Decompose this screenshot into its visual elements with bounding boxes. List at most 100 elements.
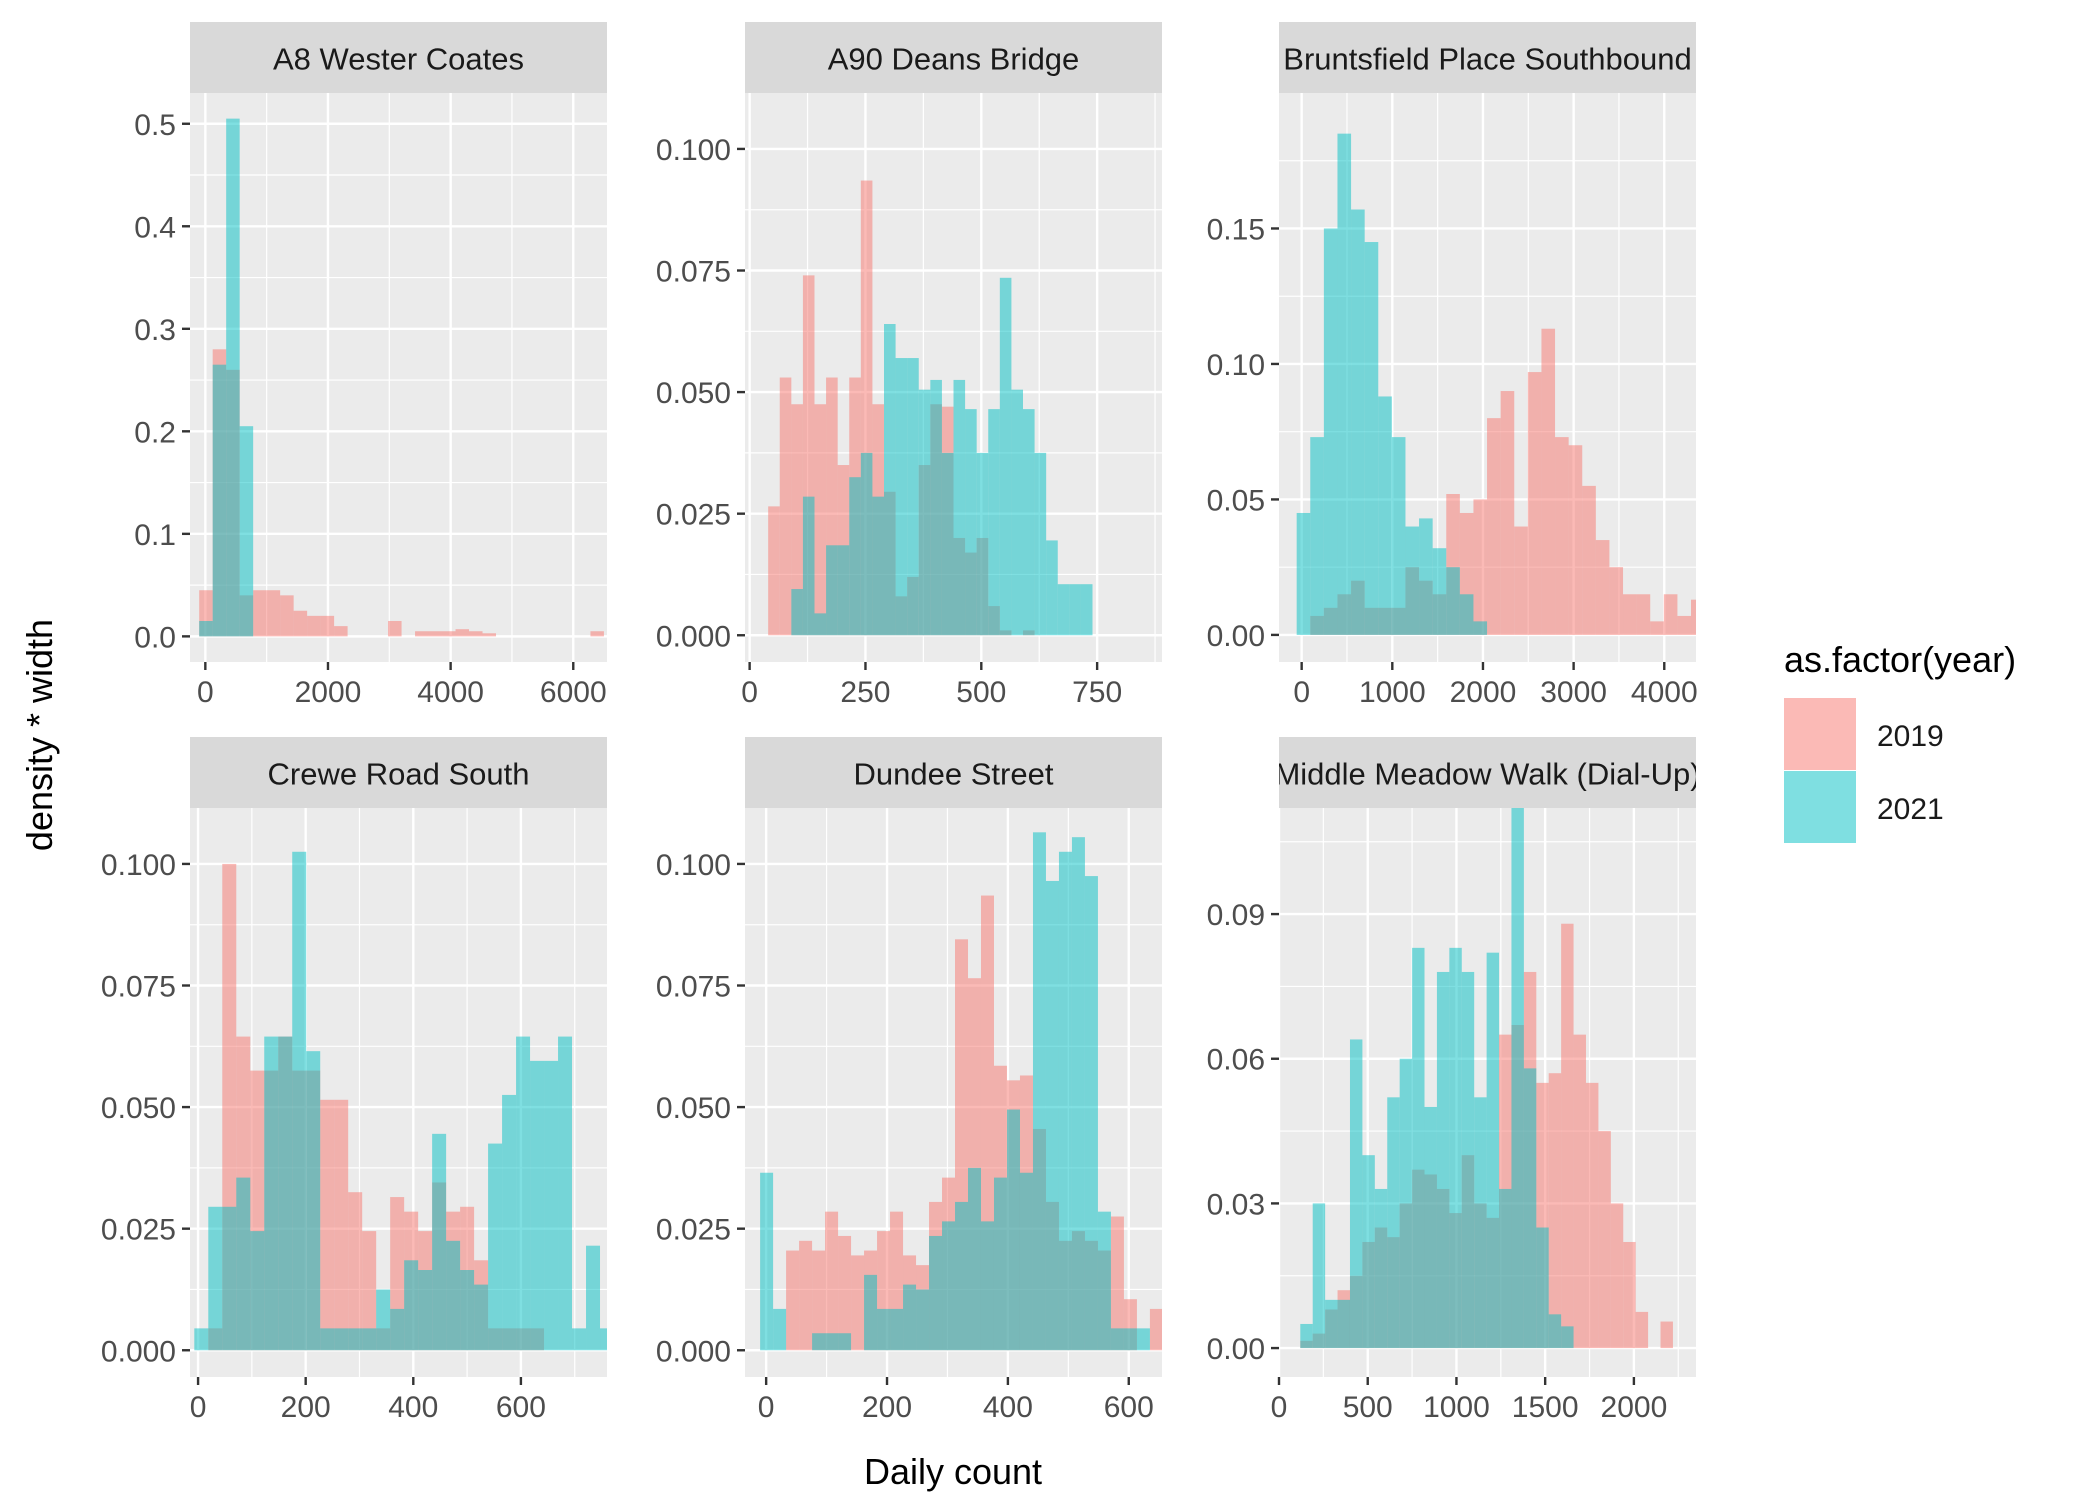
bar-2019-27 <box>1623 1241 1636 1349</box>
bar-2021-21 <box>1019 1172 1033 1351</box>
x-tick-label: 2000 <box>1450 676 1517 709</box>
facet-strip <box>1279 737 1696 808</box>
y-tick-label: 0.100 <box>656 134 731 167</box>
bar-2021-3 <box>226 118 240 637</box>
x-tick-label: 4000 <box>1631 676 1698 709</box>
bar-2021-1 <box>1296 512 1311 635</box>
facet-strip <box>745 737 1162 808</box>
bar-2021-13 <box>362 1328 377 1351</box>
bar-2021-2 <box>1310 437 1324 635</box>
bar-2019-13 <box>362 1231 377 1351</box>
series-2021 <box>199 118 254 637</box>
bar-2019-10 <box>320 615 335 637</box>
bar-2021-5 <box>1349 1039 1363 1349</box>
bar-2021-26 <box>1057 584 1070 636</box>
bar-2021-18 <box>432 1133 447 1351</box>
bar-2021-14 <box>929 1235 943 1351</box>
x-tick-label: 0 <box>758 1391 775 1424</box>
bar-2021-20 <box>460 1270 475 1351</box>
facet-strip <box>190 737 607 808</box>
x-tick-label: 0 <box>190 1391 207 1424</box>
bar-2021-9 <box>860 452 873 636</box>
bar-2019-6 <box>266 590 281 637</box>
bar-2021-24 <box>1034 452 1047 636</box>
bar-2019-12 <box>348 1192 363 1351</box>
axes: 0 500 1000 1500 2000 0.00 0.03 0.06 0.09 <box>1207 899 1668 1424</box>
facet-title: A90 Deans Bridge <box>828 42 1080 77</box>
series-2021 <box>1300 808 1574 1349</box>
bar-2019-17 <box>415 631 429 637</box>
bar-2021-10 <box>1419 518 1433 635</box>
panel-background <box>190 93 607 662</box>
bar-2019-11 <box>334 1099 349 1351</box>
bar-2019-9 <box>860 180 873 636</box>
bar-2021-6 <box>1364 242 1379 635</box>
bar-2021-19 <box>446 1240 461 1351</box>
bar-2019-26 <box>1636 594 1651 635</box>
bar-2021-1 <box>1300 1323 1313 1349</box>
bar-2021-12 <box>348 1328 363 1351</box>
bar-2021-5 <box>812 1333 826 1351</box>
axes: 0 1000 2000 3000 4000 0.00 0.05 0.10 0.15 <box>1207 213 1698 709</box>
x-tick-label: 0 <box>197 676 214 709</box>
bar-2021-9 <box>1405 526 1420 635</box>
y-tick-label: 0.1 <box>134 519 176 552</box>
bar-2021-6 <box>826 545 838 636</box>
bar-2021-30 <box>1136 1328 1150 1351</box>
bar-2019-6 <box>826 377 838 636</box>
bar-2021-27 <box>1097 1211 1111 1351</box>
y-tick-label: 0.00 <box>1207 1333 1265 1366</box>
bar-2021-7 <box>838 1333 852 1351</box>
x-tick-label: 0 <box>1271 1391 1288 1424</box>
bar-2021-10 <box>320 1328 335 1351</box>
bar-2019-32 <box>1718 621 1732 635</box>
bar-2021-17 <box>1499 1188 1512 1349</box>
bar-2021-14 <box>918 389 931 636</box>
bar-2021-22 <box>1011 389 1023 636</box>
bar-2021-28 <box>1110 1328 1124 1351</box>
y-tick-label: 0.025 <box>656 1214 731 1247</box>
panel-6: Middle Meadow Walk (Dial-Up) 0 500 1000 1500… <box>1207 737 1696 1424</box>
bar-2021-1 <box>199 620 213 637</box>
bar-2021-12 <box>895 358 908 636</box>
bar-2021-16 <box>955 1201 969 1351</box>
y-tick-label: 0.06 <box>1207 1044 1265 1077</box>
x-tick-label: 400 <box>388 1391 438 1424</box>
bar-2021-12 <box>903 1284 917 1351</box>
bar-2021-15 <box>930 379 942 636</box>
y-tick-label: 0.05 <box>1207 484 1265 517</box>
x-tick-label: 3000 <box>1540 676 1607 709</box>
y-tick-label: 0.000 <box>656 620 731 653</box>
bar-2021-29 <box>1123 1328 1137 1351</box>
panel-1: A8 Wester Coates 0 2000 4000 6000 0.0 0.1 0.2 0.… <box>134 22 607 709</box>
bar-2021-13 <box>1449 947 1462 1349</box>
x-tick-label: 0 <box>1293 676 1310 709</box>
bar-2019-26 <box>1610 1203 1624 1349</box>
bar-2019-5 <box>812 1250 826 1351</box>
legend-key-2019 <box>1784 698 1856 770</box>
bar-2019-24 <box>1609 567 1624 635</box>
bar-2021-3 <box>1323 228 1338 635</box>
bar-2021-7 <box>278 1036 293 1351</box>
bar-2021-2 <box>208 1206 223 1351</box>
bar-2021-7 <box>1378 396 1392 635</box>
x-tick-label: 6000 <box>540 676 607 709</box>
x-tick-label: 750 <box>1072 676 1122 709</box>
bar-2019-4 <box>802 275 815 636</box>
x-tick-label: 600 <box>1104 1391 1154 1424</box>
bar-2021-9 <box>1399 1058 1413 1349</box>
bar-2019-20 <box>455 629 470 637</box>
bar-2021-10 <box>872 496 884 636</box>
bar-2021-7 <box>837 545 850 636</box>
bar-2021-1 <box>760 1172 774 1351</box>
bar-2021-25 <box>1046 540 1058 636</box>
bar-2021-22 <box>488 1143 503 1351</box>
panel-5: Dundee Street 0 200 400 600 0.000 0.025 0.050 0.… <box>656 737 1162 1424</box>
bar-2019-11 <box>334 626 348 637</box>
bar-2021-5 <box>814 613 827 636</box>
bar-2021-12 <box>1446 567 1460 635</box>
bar-2021-22 <box>1561 1326 1574 1349</box>
bar-2021-25 <box>530 1060 545 1351</box>
bar-2019-30 <box>1660 1321 1673 1349</box>
bar-2021-15 <box>942 1221 956 1351</box>
